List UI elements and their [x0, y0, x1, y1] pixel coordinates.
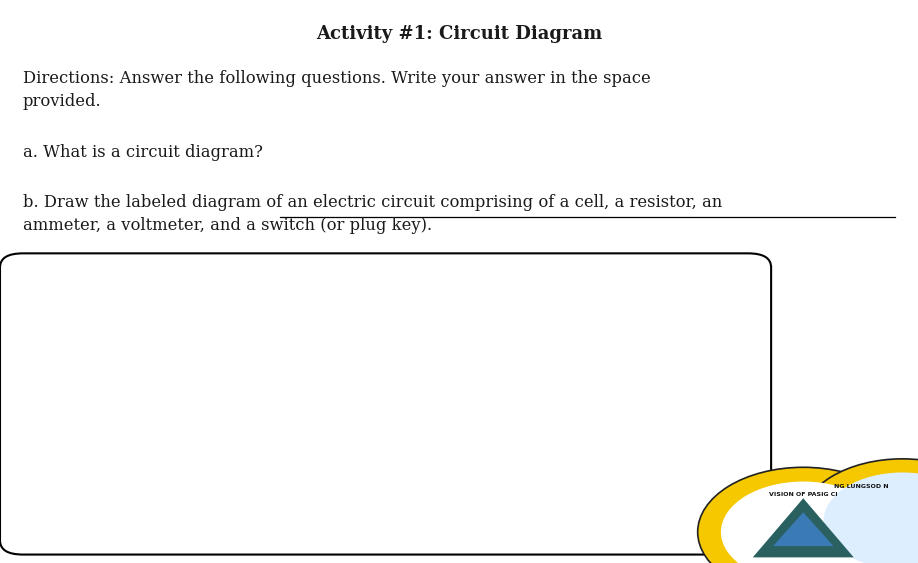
Circle shape: [823, 472, 918, 563]
Circle shape: [698, 467, 909, 563]
Text: ammeter, a voltmeter, and a switch (or plug key).: ammeter, a voltmeter, and a switch (or p…: [23, 217, 432, 234]
Text: b. Draw the labeled diagram of an electric circuit comprising of a cell, a resis: b. Draw the labeled diagram of an electr…: [23, 194, 722, 211]
Polygon shape: [753, 498, 854, 557]
Text: a. What is a circuit diagram?: a. What is a circuit diagram?: [23, 144, 263, 160]
Text: Directions: Answer the following questions. Write your answer in the space: Directions: Answer the following questio…: [23, 70, 651, 87]
FancyBboxPatch shape: [0, 253, 771, 555]
Text: provided.: provided.: [23, 93, 102, 110]
Text: NG LUNGSOD N: NG LUNGSOD N: [834, 484, 889, 489]
Polygon shape: [773, 512, 834, 546]
Circle shape: [801, 459, 918, 563]
Text: Activity #1: Circuit Diagram: Activity #1: Circuit Diagram: [316, 25, 602, 43]
Text: VISION OF PASIG CI: VISION OF PASIG CI: [769, 492, 837, 497]
Circle shape: [721, 481, 886, 563]
